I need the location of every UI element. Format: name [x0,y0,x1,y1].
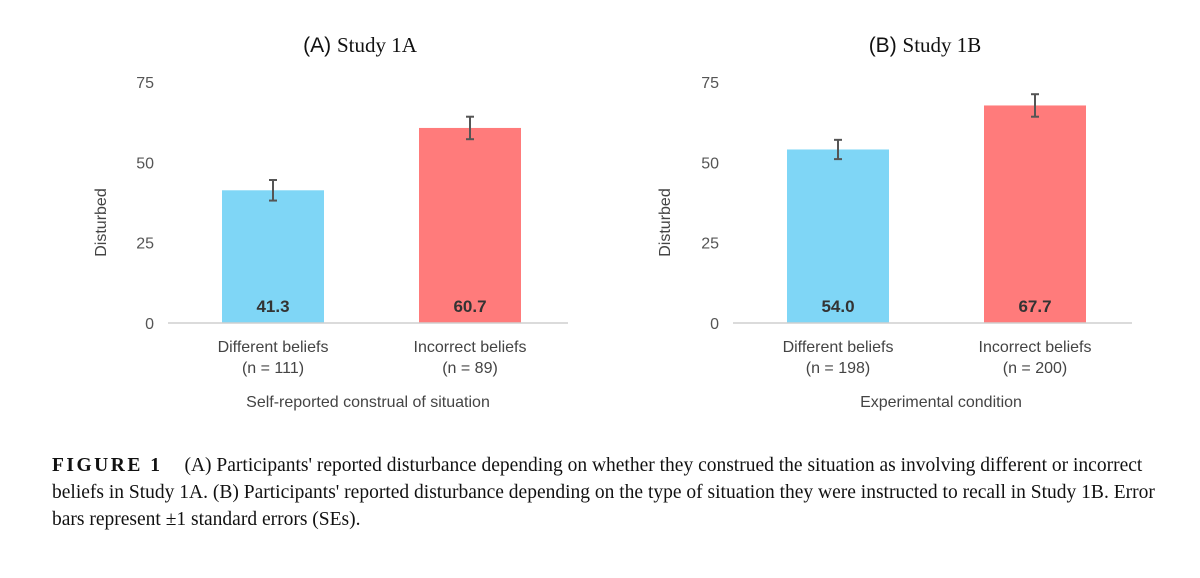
chart-title-text: Study 1B [903,33,982,57]
x-axis-label: Self-reported construal of situation [246,394,490,411]
y-tick-label: 50 [701,155,719,172]
chart-title-text: Study 1A [337,33,418,57]
bar-2 [419,127,521,323]
y-axis-label: Disturbed [657,188,674,256]
x-tick-label: Different beliefs [218,339,329,356]
caption-text: (A) Participants' reported disturbance d… [52,455,1155,530]
x-tick-label: Incorrect beliefs [979,339,1092,356]
x-tick-label: Incorrect beliefs [414,339,527,356]
bar-1 [787,149,889,323]
data-label: 41.3 [256,297,289,316]
chart-title-1: (A) Study 1A [303,33,418,57]
y-axis-label: Disturbed [93,188,110,256]
chart-title-prefix: (B) [869,34,903,57]
bar-1 [222,190,324,323]
x-axis-label: Experimental condition [860,394,1022,411]
figure-canvas: (A) Study 1A 0 25 50 75 Disturbed 41.3 Differen… [93,33,1132,411]
y-tick-label: 25 [136,236,154,253]
y-tick-label: 75 [136,75,154,92]
x-tick-sublabel: (n = 89) [442,360,498,377]
data-label: 54.0 [821,297,854,316]
bar-2 [984,105,1086,323]
data-label: 67.7 [1018,297,1051,316]
y-tick-label: 25 [701,236,719,253]
figure-caption: FIGURE 1 (A) Participants' reported distu… [52,452,1172,533]
x-tick-label: Different beliefs [783,339,894,356]
caption-label: FIGURE 1 [52,455,163,476]
y-tick-label: 0 [145,316,154,333]
x-tick-sublabel: (n = 111) [242,360,304,377]
y-tick-label: 0 [710,316,719,333]
y-tick-label: 50 [136,155,154,172]
chart-title-2: (B) Study 1B [869,33,982,57]
x-tick-sublabel: (n = 200) [1003,360,1067,377]
data-label: 60.7 [453,297,486,316]
chart-title-prefix: (A) [303,34,337,57]
y-tick-label: 75 [701,75,719,92]
x-tick-sublabel: (n = 198) [806,360,870,377]
